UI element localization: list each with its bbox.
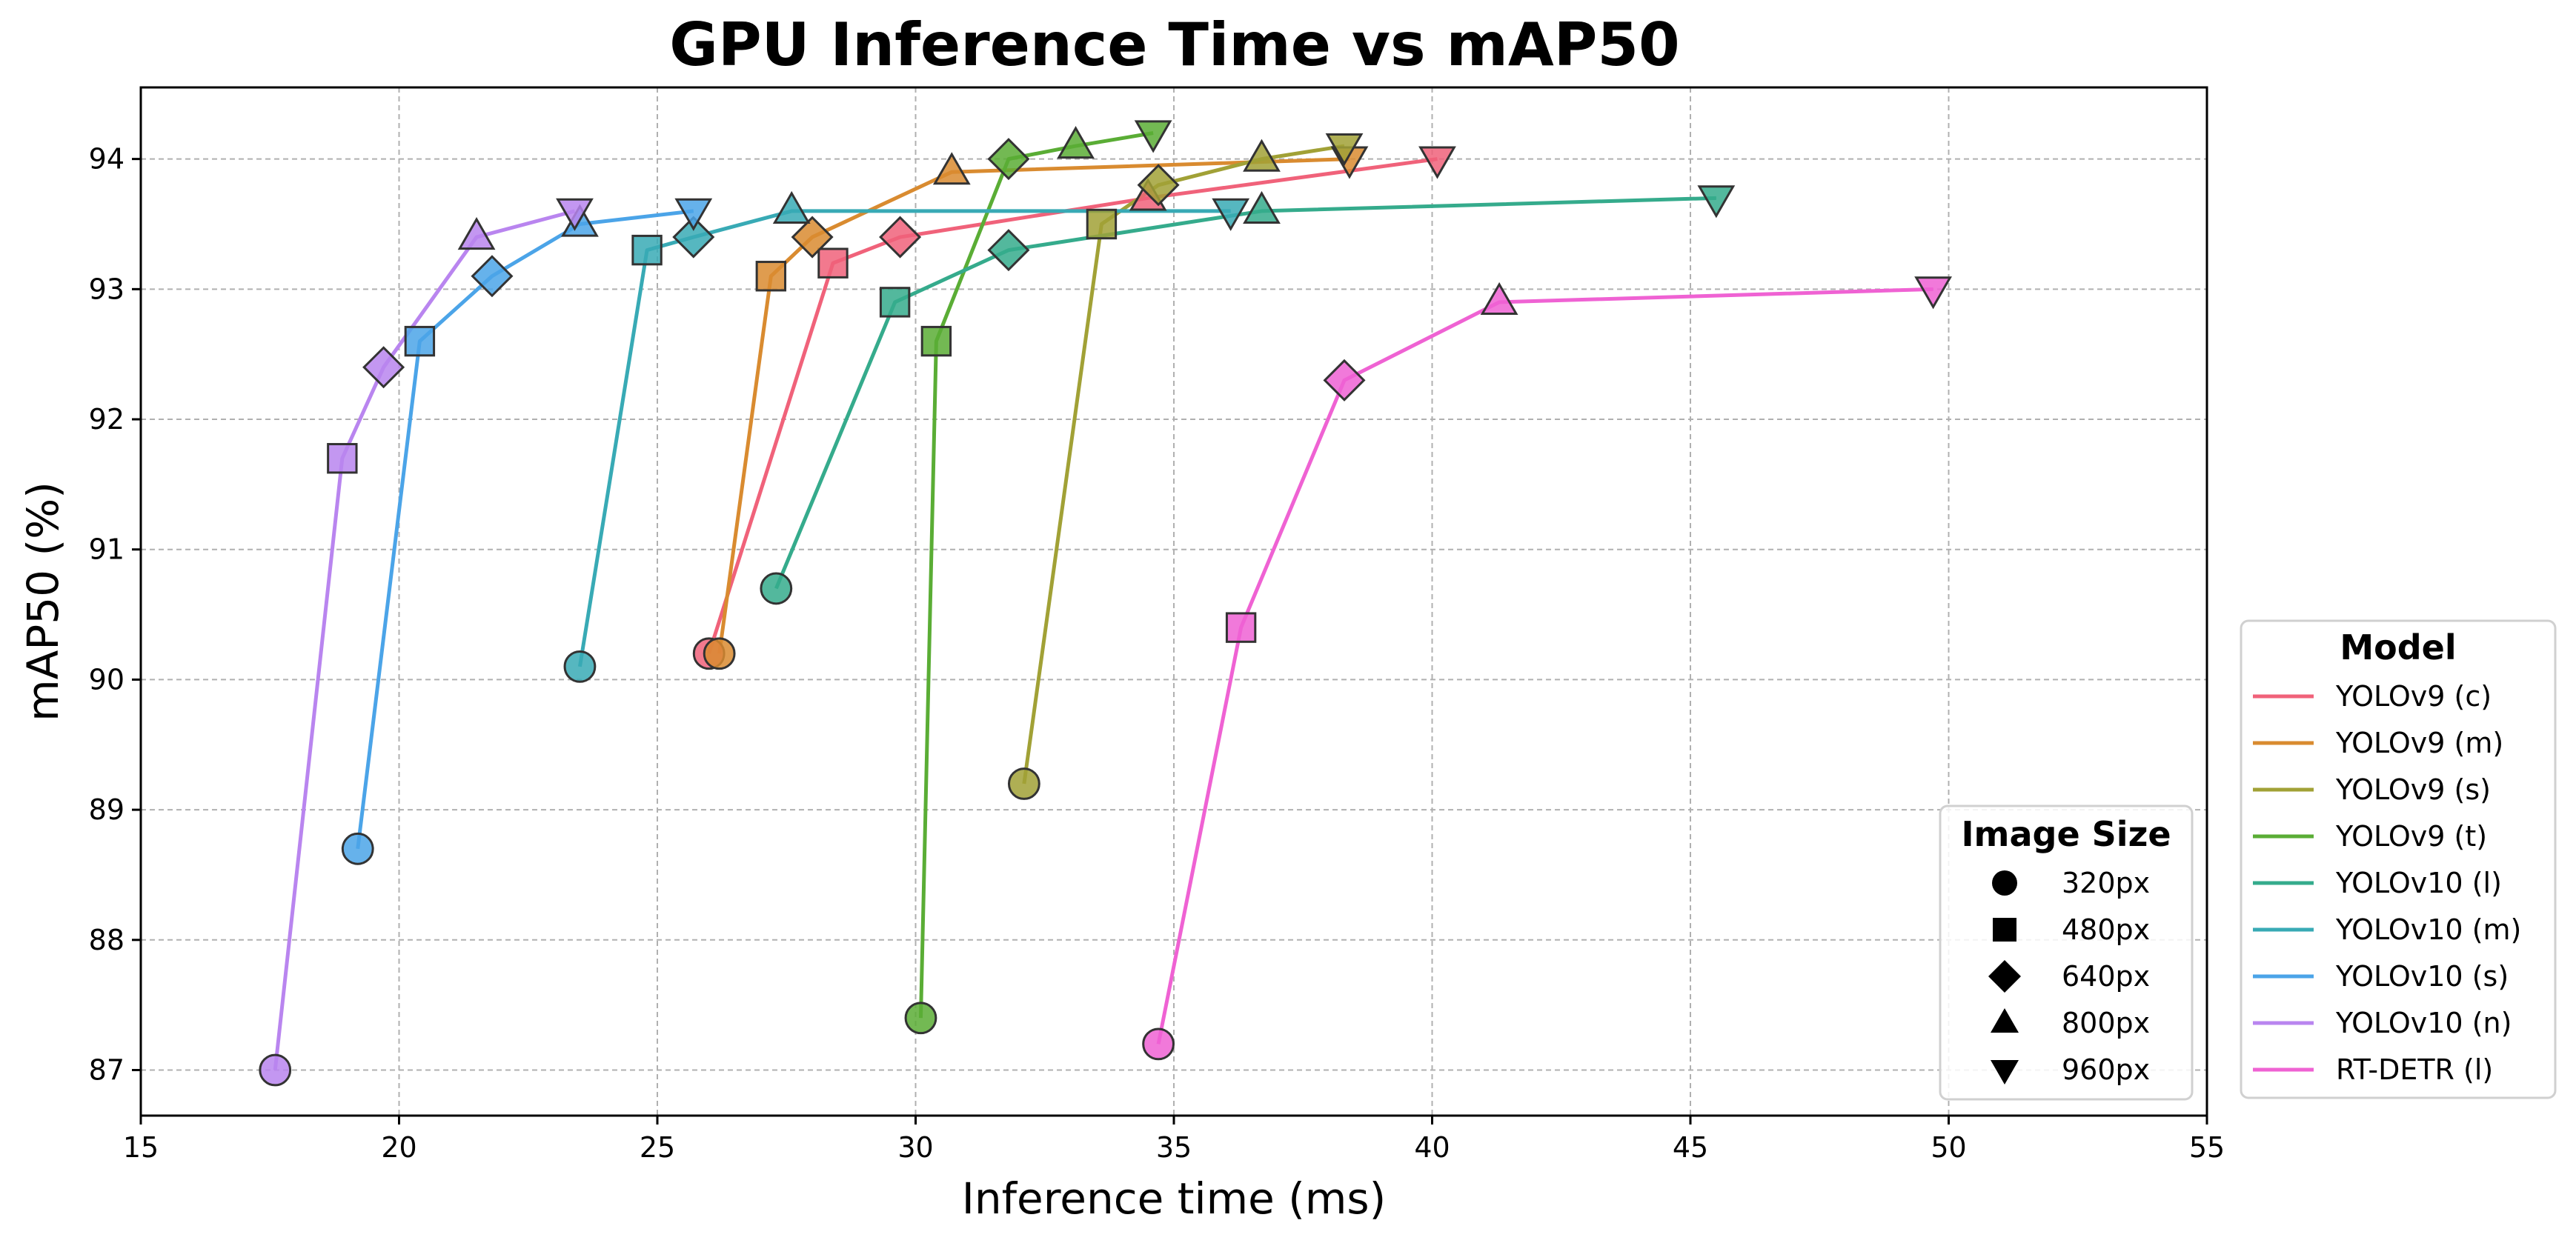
legend-image-size-title: Image Size xyxy=(1961,814,2171,854)
data-point xyxy=(1086,208,1118,240)
data-point xyxy=(703,637,736,670)
data-point xyxy=(817,247,849,279)
data-point xyxy=(772,190,811,224)
data-point xyxy=(1243,139,1281,172)
data-point xyxy=(1134,120,1172,153)
data-point xyxy=(1697,185,1736,219)
data-point xyxy=(987,229,1030,272)
y-tick-label: 94 xyxy=(89,143,125,176)
legend-model-label: YOLOv10 (s) xyxy=(2335,960,2509,993)
data-point xyxy=(1142,1027,1175,1061)
y-tick-label: 88 xyxy=(89,924,125,956)
legend-model-label: YOLOv9 (t) xyxy=(2335,820,2487,853)
x-tick-label: 55 xyxy=(2189,1131,2225,1164)
data-point xyxy=(1057,126,1095,159)
data-point xyxy=(674,198,713,231)
data-point xyxy=(1323,359,1366,402)
grid-lines xyxy=(141,87,2207,1116)
y-tick-label: 90 xyxy=(89,663,125,696)
data-point xyxy=(1212,198,1250,231)
data-point xyxy=(1418,146,1456,179)
data-point xyxy=(904,1002,937,1035)
legend-size-label: 800px xyxy=(2062,1007,2150,1039)
legend-model-label: YOLOv9 (s) xyxy=(2335,773,2491,806)
data-point xyxy=(341,832,374,865)
legend-model-label: YOLOv10 (m) xyxy=(2335,913,2521,946)
data-point xyxy=(362,346,405,389)
legend-marker xyxy=(1991,1008,2019,1033)
legend-model-label: YOLOv10 (l) xyxy=(2335,867,2502,899)
y-axis-label: mAP50 (%) xyxy=(18,482,68,722)
data-point xyxy=(932,152,971,185)
data-point xyxy=(556,198,594,231)
legend-image-size: Image Size 320px 480px 640px 800px 960px xyxy=(1939,804,2194,1101)
data-point xyxy=(1914,276,1952,310)
data-point xyxy=(563,650,597,683)
legend-model-label: YOLOv10 (n) xyxy=(2335,1007,2512,1039)
x-tick-label: 25 xyxy=(640,1131,675,1164)
data-point xyxy=(755,261,787,292)
x-tick-label: 35 xyxy=(1156,1131,1192,1164)
chart-title: GPU Inference Time vs mAP50 xyxy=(669,10,1679,79)
series-layer xyxy=(259,120,1952,1087)
legend-size-label: 480px xyxy=(2062,913,2150,946)
legend-model-box xyxy=(2240,619,2557,1099)
data-point xyxy=(1225,612,1257,643)
data-point xyxy=(879,287,911,318)
x-tick-label: 40 xyxy=(1414,1131,1450,1164)
legend-model-label: YOLOv9 (m) xyxy=(2335,727,2503,759)
data-point xyxy=(631,234,663,266)
legend-model-title: Model xyxy=(2340,627,2456,667)
data-point xyxy=(1137,164,1180,207)
data-point xyxy=(1480,281,1518,315)
legend-size-label: 960px xyxy=(2062,1053,2150,1086)
legend-marker xyxy=(1992,870,2017,896)
legend-model: Model YOLOv9 (c) YOLOv9 (m) YOLOv9 (s) YOLO… xyxy=(2240,619,2557,1099)
legend-model-label: YOLOv9 (c) xyxy=(2335,680,2492,713)
legend-marker xyxy=(1991,1060,2019,1085)
y-tick-label: 93 xyxy=(89,273,125,305)
data-point xyxy=(471,255,514,298)
x-tick-label: 20 xyxy=(381,1131,416,1164)
x-tick-label: 30 xyxy=(897,1131,933,1164)
y-tick-label: 92 xyxy=(89,403,125,436)
data-point xyxy=(1007,767,1040,800)
data-point xyxy=(879,216,922,259)
legend-model-label: RT-DETR (l) xyxy=(2336,1053,2493,1086)
data-point xyxy=(1243,190,1281,224)
x-tick-label: 15 xyxy=(123,1131,159,1164)
data-point xyxy=(791,216,834,259)
data-point xyxy=(457,217,496,250)
legend-marker xyxy=(1988,960,2021,993)
x-tick-label: 50 xyxy=(1931,1131,1966,1164)
y-tick-label: 91 xyxy=(89,533,125,566)
data-point xyxy=(404,325,436,357)
legend-marker xyxy=(1993,918,2016,942)
data-point xyxy=(760,572,793,605)
x-axis-label: Inference time (ms) xyxy=(962,1173,1386,1224)
data-point xyxy=(1325,133,1364,167)
data-point xyxy=(327,443,358,474)
data-point xyxy=(259,1053,292,1087)
x-tick-label: 45 xyxy=(1673,1131,1708,1164)
data-point xyxy=(920,325,952,357)
legend-size-label: 640px xyxy=(2062,960,2150,993)
axis-ticks: 15 20 25 30 35 40 45 50 55 87 88 89 90 91 92 93 94 xyxy=(89,143,2225,1164)
y-tick-label: 89 xyxy=(89,793,125,826)
data-point xyxy=(672,216,715,259)
legend-size-label: 320px xyxy=(2062,867,2150,899)
y-tick-label: 87 xyxy=(89,1054,125,1087)
data-point xyxy=(987,138,1030,181)
